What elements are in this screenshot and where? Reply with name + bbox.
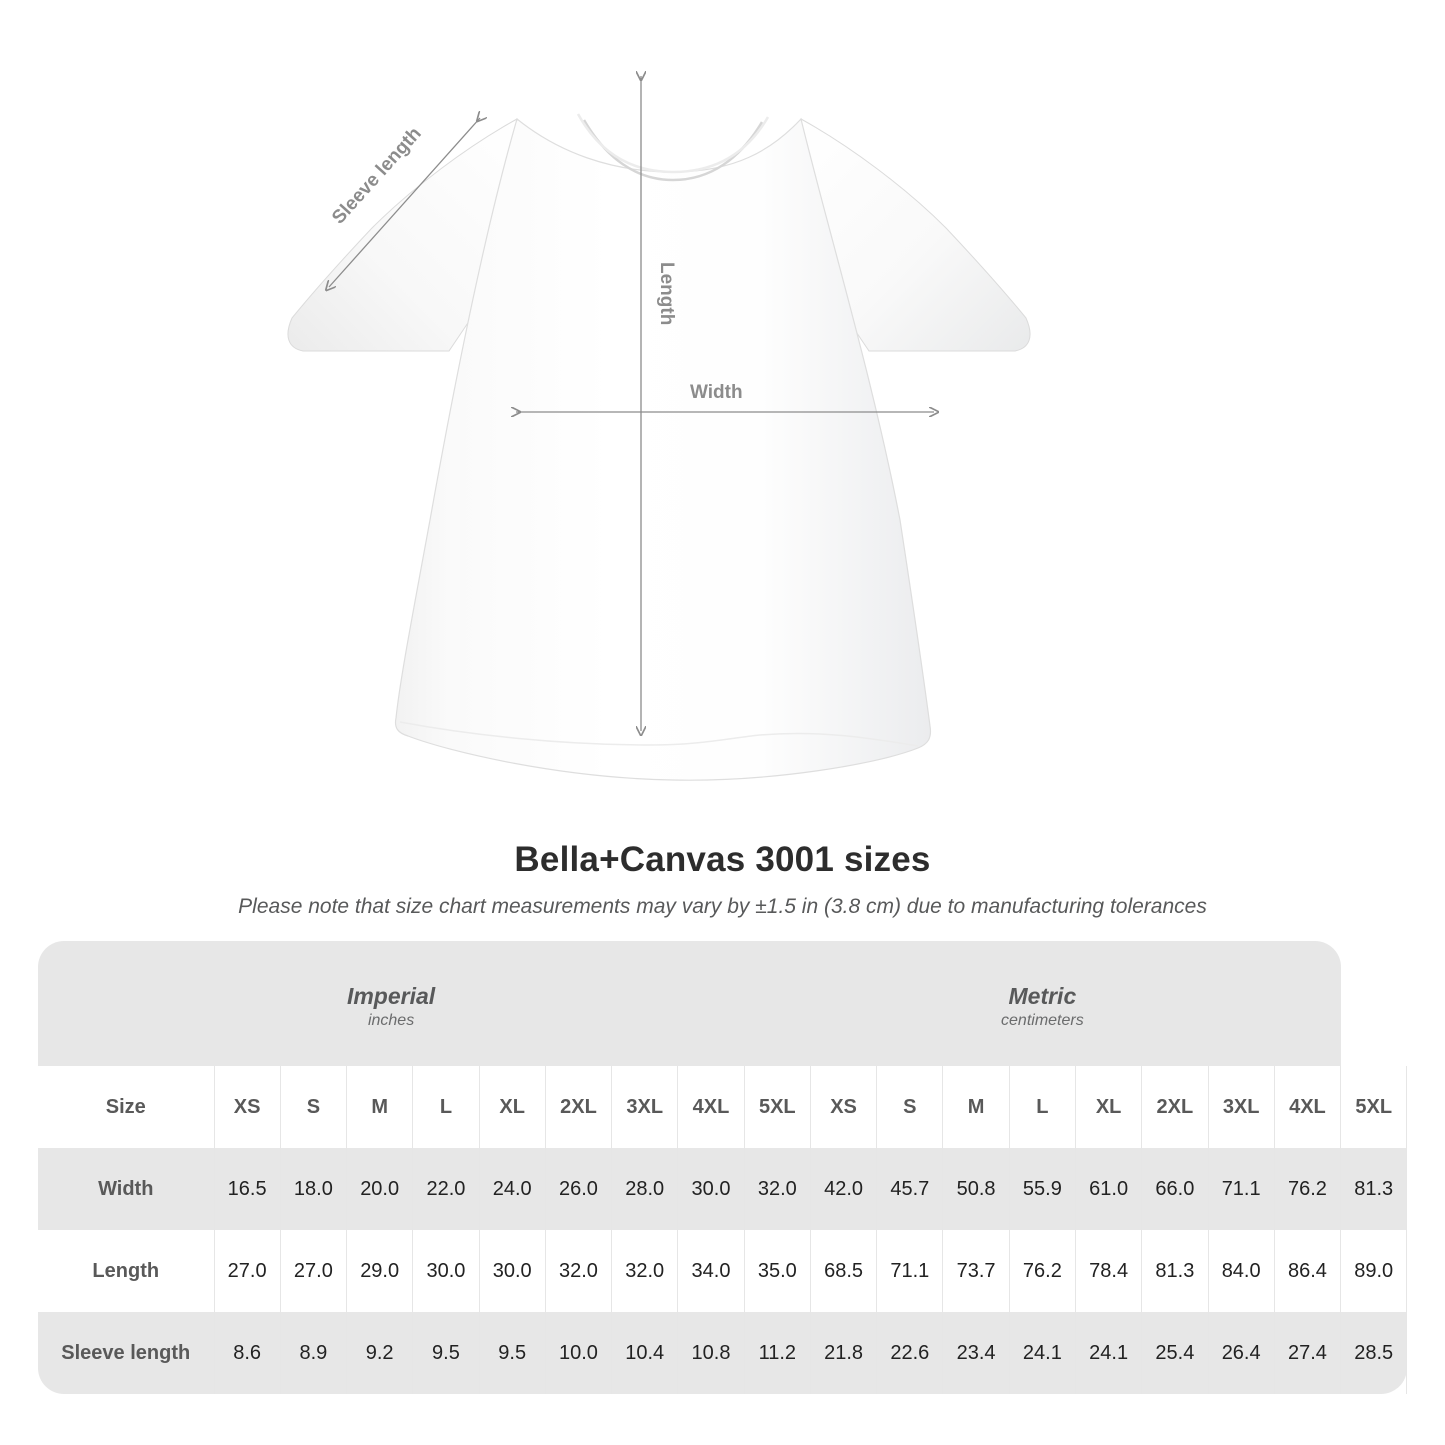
svg-text:Length: Length <box>656 262 677 325</box>
svg-text:Width: Width <box>690 382 743 403</box>
